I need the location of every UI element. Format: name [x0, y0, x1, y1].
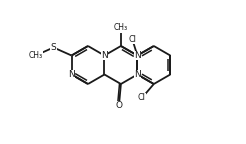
Text: S: S	[51, 43, 56, 52]
Text: CH₃: CH₃	[114, 23, 128, 33]
Text: Cl: Cl	[128, 35, 136, 44]
Text: CH₃: CH₃	[29, 51, 43, 60]
Text: N: N	[68, 70, 75, 79]
Text: Cl: Cl	[138, 93, 146, 103]
Text: O: O	[115, 102, 123, 110]
Text: N: N	[134, 51, 141, 60]
Text: N: N	[101, 51, 108, 60]
Text: N: N	[134, 70, 141, 79]
